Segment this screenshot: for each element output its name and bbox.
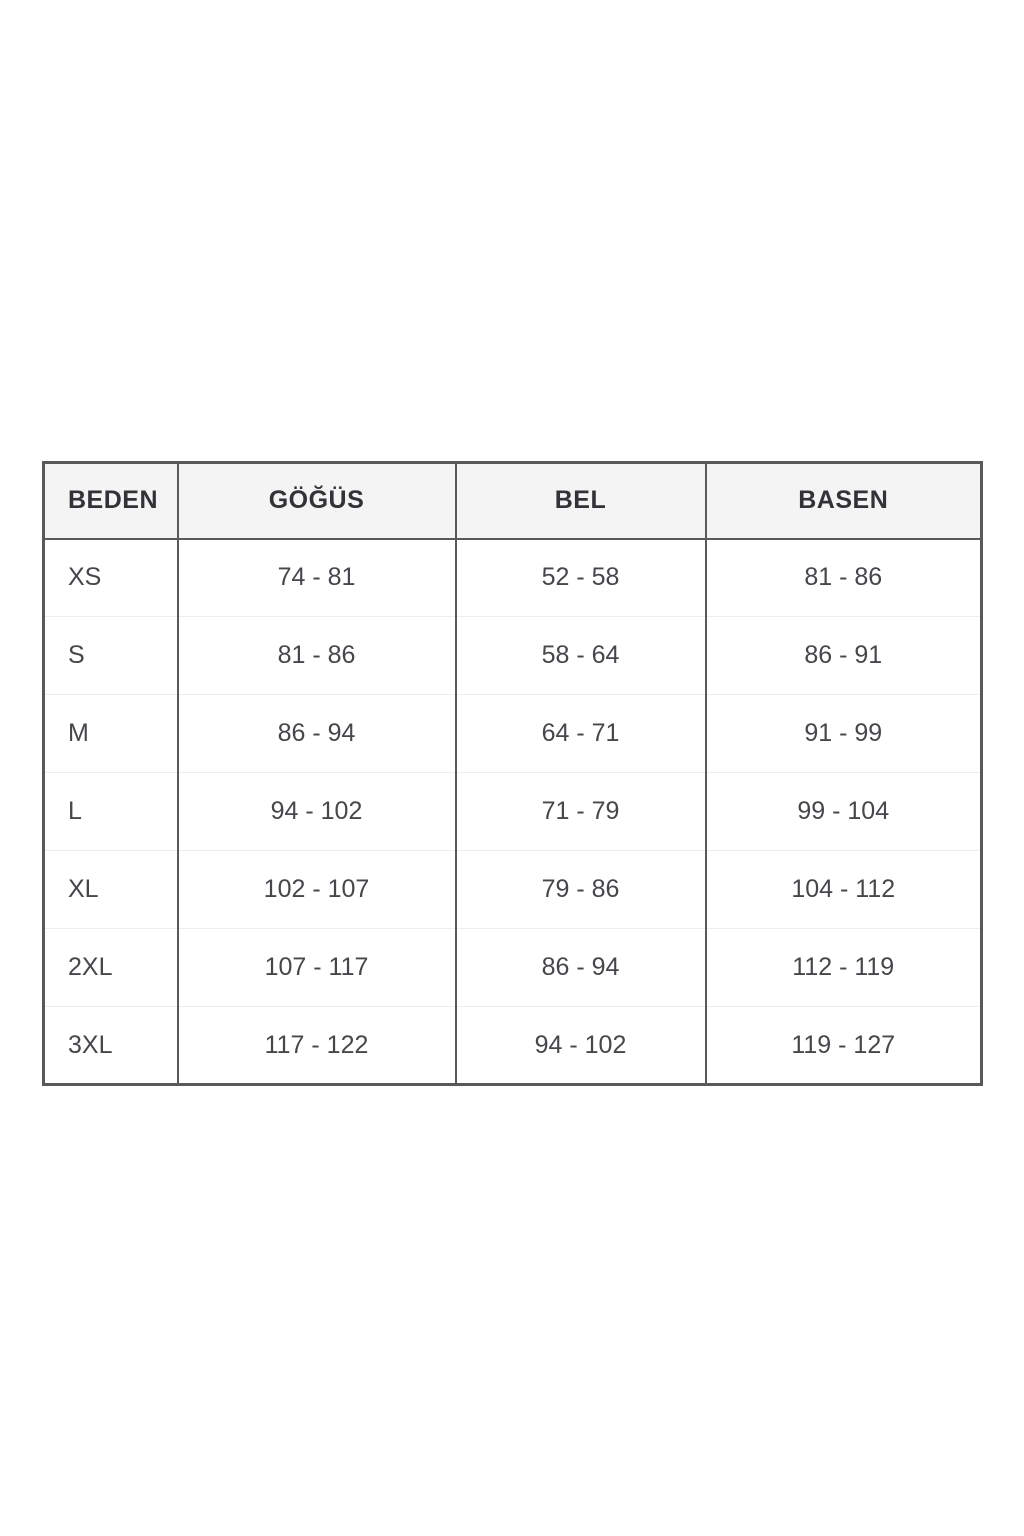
column-header-gogus: GÖĞÜS — [176, 462, 456, 540]
table-row-2xl: 2XL 107 - 117 86 - 94 112 - 119 — [43, 928, 982, 1007]
cell-gogus-range: 117 - 122 — [176, 1006, 456, 1085]
cell-gogus-range: 86 - 94 — [176, 694, 456, 773]
cell-bel-range: 86 - 94 — [454, 928, 706, 1007]
cell-basen-range: 112 - 119 — [704, 928, 982, 1007]
cell-bel-range: 94 - 102 — [454, 1006, 706, 1085]
cell-gogus-range: 107 - 117 — [176, 928, 456, 1007]
cell-gogus-range: 74 - 81 — [176, 538, 456, 617]
cell-gogus-range: 94 - 102 — [176, 772, 456, 851]
cell-basen-range: 119 - 127 — [704, 1006, 982, 1085]
cell-gogus-range: 102 - 107 — [176, 850, 456, 929]
cell-size: 2XL — [43, 928, 178, 1007]
cell-basen-range: 81 - 86 — [704, 538, 982, 617]
table-row-3xl: 3XL 117 - 122 94 - 102 119 - 127 — [43, 1006, 982, 1085]
cell-bel-range: 64 - 71 — [454, 694, 706, 773]
header-row: BEDEN GÖĞÜS BEL BASEN — [43, 462, 982, 540]
cell-size: 3XL — [43, 1006, 178, 1085]
table-row-m: M 86 - 94 64 - 71 91 - 99 — [43, 694, 982, 773]
cell-basen-range: 86 - 91 — [704, 616, 982, 695]
cell-basen-range: 99 - 104 — [704, 772, 982, 851]
table-row-xs: XS 74 - 81 52 - 58 81 - 86 — [43, 538, 982, 617]
cell-bel-range: 71 - 79 — [454, 772, 706, 851]
cell-size: S — [43, 616, 178, 695]
size-chart-table: BEDEN GÖĞÜS BEL BASEN XS 74 - 81 52 - 58… — [42, 461, 983, 1086]
cell-gogus-range: 81 - 86 — [176, 616, 456, 695]
table-row-s: S 81 - 86 58 - 64 86 - 91 — [43, 616, 982, 695]
cell-bel-range: 58 - 64 — [454, 616, 706, 695]
cell-basen-range: 91 - 99 — [704, 694, 982, 773]
cell-bel-range: 52 - 58 — [454, 538, 706, 617]
table-row-l: L 94 - 102 71 - 79 99 - 104 — [43, 772, 982, 851]
column-header-bel: BEL — [454, 462, 706, 540]
cell-bel-range: 79 - 86 — [454, 850, 706, 929]
column-header-beden: BEDEN — [43, 462, 178, 540]
cell-size: M — [43, 694, 178, 773]
cell-basen-range: 104 - 112 — [704, 850, 982, 929]
column-header-basen: BASEN — [704, 462, 982, 540]
table-row-xl: XL 102 - 107 79 - 86 104 - 112 — [43, 850, 982, 929]
cell-size: XS — [43, 538, 178, 617]
cell-size: L — [43, 772, 178, 851]
cell-size: XL — [43, 850, 178, 929]
